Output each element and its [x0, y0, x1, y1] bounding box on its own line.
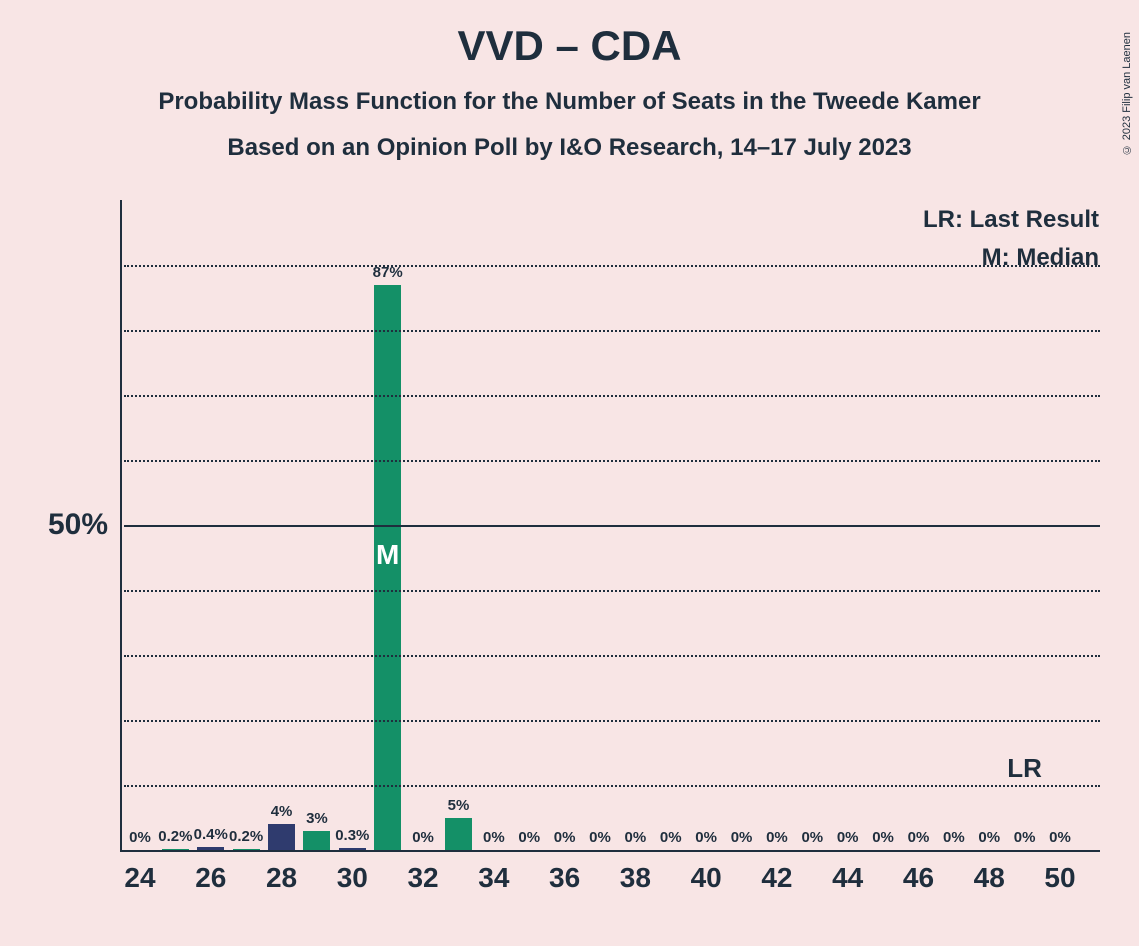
lr-marker: LR: [1007, 753, 1042, 784]
chart-subtitle-2: Based on an Opinion Poll by I&O Research…: [0, 134, 1139, 162]
x-tick-label: 28: [266, 862, 297, 894]
copyright: © 2023 Filip van Laenen: [1121, 32, 1133, 155]
x-tick-label: 24: [124, 862, 155, 894]
y-tick-label: 50%: [0, 508, 108, 542]
x-tick-label: 50: [1044, 862, 1075, 894]
bar-value-label: 0%: [1014, 829, 1036, 846]
bar-value-label: 0%: [801, 829, 823, 846]
gridline: [124, 395, 1100, 397]
x-tick-label: 40: [691, 862, 722, 894]
bar-value-label: 0%: [412, 829, 434, 846]
chart-area: 0%0.2%0.4%0.2%4%3%0.3%87%M0%5%0%0%0%0%0%…: [0, 200, 1139, 926]
bar-value-label: 0%: [943, 829, 965, 846]
bar-value-label: 0%: [695, 829, 717, 846]
bar-value-label: 0%: [872, 829, 894, 846]
bar-value-label: 0%: [129, 829, 151, 846]
gridline: [124, 785, 1100, 787]
bar: [268, 824, 295, 850]
gridline: [124, 720, 1100, 722]
x-tick-label: 26: [195, 862, 226, 894]
x-tick-label: 46: [903, 862, 934, 894]
gridline: [124, 460, 1100, 462]
gridline: [124, 655, 1100, 657]
bar-value-label: 0%: [483, 829, 505, 846]
bar-value-label: 0.3%: [335, 827, 369, 844]
x-axis: [120, 850, 1100, 852]
gridline: [124, 265, 1100, 267]
gridline: [124, 330, 1100, 332]
bar-value-label: 0%: [625, 829, 647, 846]
bar-value-label: 0.4%: [194, 826, 228, 843]
bar-value-label: 4%: [271, 803, 293, 820]
bar-value-label: 0%: [518, 829, 540, 846]
x-tick-label: 36: [549, 862, 580, 894]
bar-value-label: 5%: [448, 797, 470, 814]
median-marker: M: [376, 539, 399, 571]
bar: [303, 831, 330, 851]
x-tick-label: 42: [761, 862, 792, 894]
bar-value-label: 0.2%: [229, 828, 263, 845]
chart-title: VVD – CDA: [0, 22, 1139, 70]
bar-value-label: 0%: [1049, 829, 1071, 846]
bar-value-label: 0%: [589, 829, 611, 846]
x-tick-label: 44: [832, 862, 863, 894]
x-tick-label: 32: [407, 862, 438, 894]
bar-value-label: 0%: [554, 829, 576, 846]
bar-value-label: 0%: [766, 829, 788, 846]
gridline: [124, 525, 1100, 527]
bar-value-label: 0.2%: [158, 828, 192, 845]
bar-value-label: 0%: [978, 829, 1000, 846]
bar-value-label: 0%: [908, 829, 930, 846]
x-tick-label: 34: [478, 862, 509, 894]
bar-value-label: 3%: [306, 810, 328, 827]
chart-subtitle-1: Probability Mass Function for the Number…: [0, 88, 1139, 116]
bar-value-label: 0%: [731, 829, 753, 846]
x-tick-label: 30: [337, 862, 368, 894]
gridline: [124, 590, 1100, 592]
x-tick-label: 38: [620, 862, 651, 894]
bar-value-label: 0%: [660, 829, 682, 846]
bar: [445, 818, 472, 851]
x-tick-label: 48: [974, 862, 1005, 894]
y-axis: [120, 200, 122, 850]
bar-value-label: 0%: [837, 829, 859, 846]
